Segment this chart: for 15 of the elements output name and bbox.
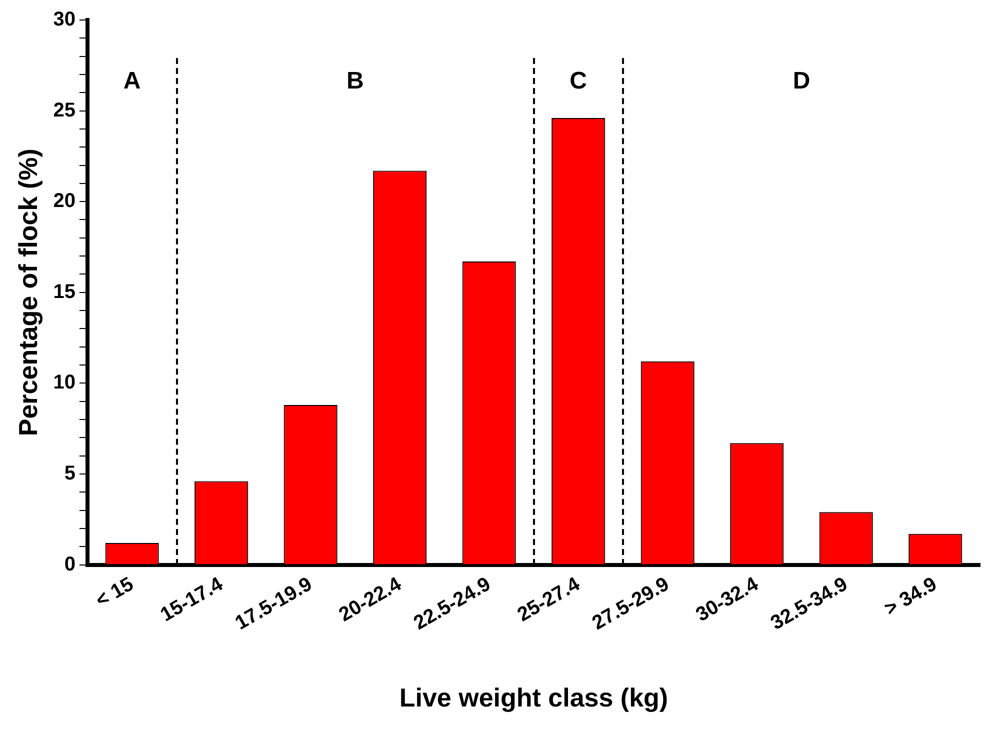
annotation: B [346,68,364,95]
y-tick-label: 15 [53,280,76,303]
y-tick-label: 10 [53,372,76,394]
y-tick-label: 0 [64,553,76,576]
y-tick-label: 5 [64,462,76,484]
x-tick-label: > 34.9 [880,573,941,620]
annotation: C [570,68,588,95]
y-tick-label: 25 [53,99,76,122]
annotation: D [792,68,810,95]
annotation: A [123,68,141,95]
x-tick-label: < 15 [92,573,138,612]
y-tick-label: 30 [53,8,76,31]
y-axis-title: Percentage of flock (%) [12,148,43,436]
y-tick-label: 20 [53,190,76,212]
x-axis-title: Live weight class (kg) [399,682,668,713]
